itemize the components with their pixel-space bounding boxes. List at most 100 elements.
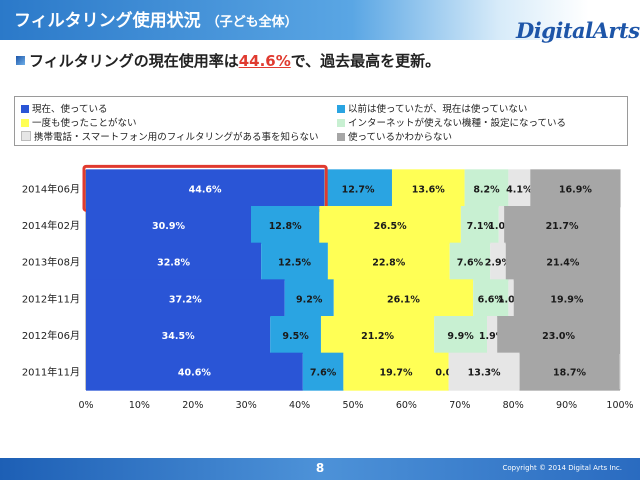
- data-label: 12.5%: [278, 258, 311, 269]
- stacked-bar-chart: 0% 10% 20% 30% 40% 50% 60% 70% 80% 90% 100% 2014年06…: [22, 164, 634, 411]
- data-label: 23.0%: [542, 331, 575, 342]
- chart-legend: 現在、使っている 以前は使っていたが、現在は使っていない 一度も使ったことがない…: [14, 96, 628, 146]
- legend-item: 以前は使っていたが、現在は使っていない: [337, 101, 527, 115]
- bar-segment: [464, 169, 509, 208]
- bar-segment: [86, 279, 285, 318]
- bar-segment: [504, 206, 620, 244]
- copyright: Copyright © 2014 Digital Arts Inc.: [502, 464, 622, 472]
- bar-segment: [261, 242, 328, 281]
- bar-segment: [460, 206, 499, 244]
- bar-segment: [284, 279, 334, 318]
- data-label: 9.2%: [296, 294, 323, 305]
- bar-segment: [519, 352, 620, 391]
- digital-arts-logo: DigitalArts.: [512, 18, 640, 48]
- data-label: 18.7%: [553, 368, 586, 379]
- legend-label: 一度も使ったことがない: [32, 118, 137, 129]
- bar-segment: [497, 316, 620, 354]
- category-label: 2014年02月: [22, 219, 80, 232]
- title-bar: フィルタリング使用状況 （子ども全体）: [0, 0, 640, 40]
- x-tick-label: 90%: [556, 400, 577, 411]
- data-label: 8.2%: [473, 184, 500, 195]
- headline-highlight: 44.6%: [238, 52, 291, 70]
- data-label: 12.7%: [342, 184, 375, 195]
- x-tick-label: 50%: [342, 400, 363, 411]
- category-label: 2014年06月: [22, 182, 80, 195]
- data-label: 9.9%: [447, 331, 474, 342]
- legend-swatch: [337, 133, 345, 141]
- bar-segment: [449, 242, 491, 281]
- bar-segment: [324, 169, 392, 208]
- bar-segment: [505, 242, 620, 281]
- bar-segment: [86, 352, 303, 391]
- bar-segment: [86, 206, 252, 244]
- bar-segment: [319, 206, 461, 244]
- data-label: 19.7%: [380, 368, 413, 379]
- bar-segment: [448, 352, 520, 391]
- legend-label: インターネットが使えない機種・設定になっている: [348, 118, 567, 129]
- data-label: 9.5%: [282, 331, 309, 342]
- data-label: 13.6%: [412, 184, 445, 195]
- data-label: 26.5%: [374, 221, 407, 232]
- bar-segment: [320, 316, 435, 354]
- data-label: 1.0%: [498, 294, 525, 305]
- legend-swatch: [337, 105, 345, 113]
- data-label: 7.6%: [457, 258, 484, 269]
- data-label: 12.8%: [269, 221, 302, 232]
- bar-segment: [487, 316, 498, 354]
- data-label: 40.6%: [178, 368, 211, 379]
- data-label: 2.9%: [485, 258, 512, 269]
- legend-item: 一度も使ったことがない: [21, 115, 137, 129]
- bar-segment: [498, 206, 505, 244]
- bar-segment: [343, 352, 449, 391]
- data-label: 1.9%: [479, 331, 506, 342]
- x-tick-label: 20%: [182, 400, 203, 411]
- bar-segment: [490, 242, 506, 281]
- data-label: 6.6%: [478, 294, 505, 305]
- x-tick-label: 30%: [236, 400, 257, 411]
- footer-bar: 8 Copyright © 2014 Digital Arts Inc.: [0, 458, 640, 480]
- legend-label: 現在、使っている: [32, 104, 108, 115]
- bar-segment: [508, 279, 514, 318]
- x-tick-label: 0%: [78, 400, 93, 411]
- legend-swatch: [21, 131, 31, 141]
- bar-segment: [86, 316, 271, 354]
- data-label: 21.7%: [546, 221, 579, 232]
- legend-swatch: [21, 105, 29, 113]
- bar-segment: [473, 279, 509, 318]
- headline-prefix: フィルタリングの現在使用率は: [29, 52, 239, 70]
- bar-segment: [327, 242, 450, 281]
- page-title-suffix: （子ども全体）: [206, 15, 298, 30]
- logo-text: DigitalArts.: [516, 18, 640, 43]
- bar-segment: [86, 242, 262, 281]
- data-label: 30.9%: [152, 221, 185, 232]
- bar-segment: [251, 206, 320, 244]
- page-number: 8: [315, 461, 325, 475]
- bar-segment: [508, 169, 531, 208]
- legend-label: 携帯電話・スマートフォン用のフィルタリングがある事を知らない: [34, 132, 319, 143]
- data-label: 4.1%: [506, 184, 533, 195]
- category-label: 2012年11月: [22, 292, 80, 305]
- data-label: 22.8%: [372, 258, 405, 269]
- legend-swatch: [337, 119, 345, 127]
- legend-item: 使っているかわからない: [337, 129, 452, 143]
- bar-segment: [391, 169, 465, 208]
- legend-item: インターネットが使えない機種・設定になっている: [337, 115, 566, 129]
- headline: フィルタリングの現在使用率は44.6%で、過去最高を更新。: [16, 50, 440, 71]
- data-label: 16.9%: [559, 184, 592, 195]
- bar-segment: [86, 169, 325, 208]
- legend-swatch: [21, 119, 29, 127]
- bar-segment: [270, 316, 321, 354]
- data-label: 19.9%: [550, 294, 583, 305]
- data-label: 21.2%: [361, 331, 394, 342]
- bar-segment: [434, 316, 488, 354]
- x-tick-label: 100%: [606, 400, 633, 411]
- legend-label: 使っているかわからない: [348, 132, 453, 143]
- legend-label: 以前は使っていたが、現在は使っていない: [348, 104, 528, 115]
- data-label: 13.3%: [468, 368, 501, 379]
- legend-item: 携帯電話・スマートフォン用のフィルタリングがある事を知らない: [21, 129, 319, 143]
- data-label: 26.1%: [387, 294, 420, 305]
- data-label: 7.1%: [467, 221, 494, 232]
- data-label: 32.8%: [157, 258, 190, 269]
- bar-segment: [513, 279, 620, 318]
- x-tick-label: 80%: [503, 400, 524, 411]
